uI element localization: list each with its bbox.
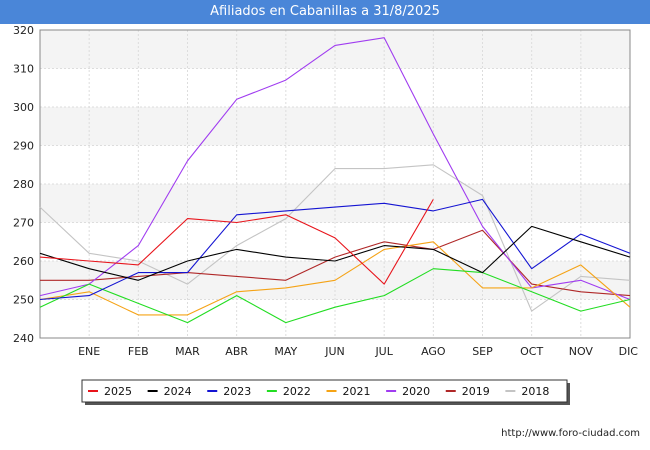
legend-label-2018: 2018 xyxy=(521,385,549,398)
x-tick-label: ABR xyxy=(225,345,248,358)
y-tick-label: 310 xyxy=(13,63,34,76)
x-tick-label: ENE xyxy=(78,345,100,358)
x-tick-label: MAY xyxy=(274,345,297,358)
x-tick-label: SEP xyxy=(472,345,493,358)
y-tick-label: 260 xyxy=(13,255,34,268)
y-tick-label: 270 xyxy=(13,217,34,230)
legend-label-2025: 2025 xyxy=(104,385,132,398)
series-line-2025 xyxy=(39,199,434,285)
y-axis-tick-labels: 240 250 260 270 280 290 300 310 320 xyxy=(13,24,34,345)
legend-label-2023: 2023 xyxy=(223,385,251,398)
y-tick-label: 280 xyxy=(13,178,34,191)
series-line-2023 xyxy=(39,198,631,301)
y-tick-label: 250 xyxy=(13,294,34,307)
legend-box xyxy=(81,379,568,403)
legend-label-2022: 2022 xyxy=(283,385,311,398)
y-tick-label: 320 xyxy=(13,24,34,37)
y-tick-label: 290 xyxy=(13,140,34,153)
x-axis-tick-labels: ENE FEB MAR ABR MAY JUN JUL AGO SEP OCT NOV DIC xyxy=(78,345,638,358)
plot-frame xyxy=(39,29,631,339)
x-tick-label: AGO xyxy=(421,345,446,358)
series-line-2024 xyxy=(39,225,631,281)
source-url: http://www.foro-ciudad.com xyxy=(501,428,640,439)
legend-label-2019: 2019 xyxy=(462,385,490,398)
legend-label-2020: 2020 xyxy=(402,385,430,398)
y-tick-label: 300 xyxy=(13,101,34,114)
series-lines xyxy=(39,37,631,324)
series-line-2022 xyxy=(39,268,631,324)
legend-label-2021: 2021 xyxy=(343,385,371,398)
series-line-2018 xyxy=(39,164,631,312)
x-tick-label: FEB xyxy=(128,345,149,358)
series-line-2019 xyxy=(40,229,631,297)
x-tick-label: JUL xyxy=(374,345,393,358)
chart-title: Afiliados en Cabanillas a 31/8/2025 xyxy=(0,0,650,24)
x-tick-label: NOV xyxy=(569,345,594,358)
x-tick-label: DIC xyxy=(619,345,639,358)
legend: 2025 2024 2023 2022 2021 2020 2019 2018 xyxy=(81,379,570,405)
legend-label-2024: 2024 xyxy=(164,385,192,398)
y-tick-label: 240 xyxy=(13,332,34,345)
x-tick-label: JUN xyxy=(324,345,345,358)
x-tick-label: MAR xyxy=(175,345,200,358)
series-line-2021 xyxy=(39,241,631,316)
x-tick-label: OCT xyxy=(520,345,543,358)
